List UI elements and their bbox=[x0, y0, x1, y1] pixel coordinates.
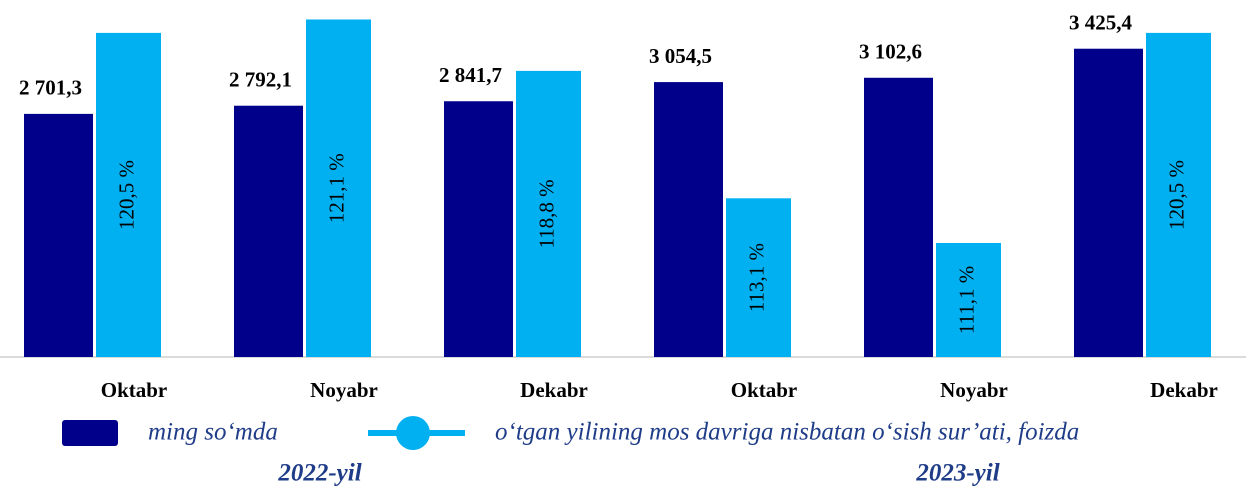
bar bbox=[936, 243, 1001, 357]
data-label: 3 102,6 bbox=[859, 40, 922, 64]
bar bbox=[1074, 48, 1143, 358]
bar bbox=[726, 198, 791, 357]
legend-marker bbox=[396, 416, 430, 450]
data-label: 111,1 % bbox=[954, 266, 978, 334]
group-label: 2022-yil bbox=[277, 460, 361, 487]
x-tick-label: Dekabr bbox=[520, 378, 588, 402]
bar bbox=[516, 70, 581, 357]
bar bbox=[306, 19, 371, 358]
x-tick-label: Oktabr bbox=[101, 378, 168, 402]
x-tick-label: Oktabr bbox=[731, 378, 798, 402]
data-label: 3 425,4 bbox=[1069, 11, 1133, 35]
data-label: 118,8 % bbox=[534, 179, 558, 248]
bar bbox=[444, 101, 513, 357]
bar bbox=[1146, 32, 1211, 357]
x-tick-label: Noyabr bbox=[940, 378, 1008, 402]
data-label: 120,5 % bbox=[1164, 160, 1188, 230]
legend-label: ming so‘mda bbox=[148, 419, 278, 446]
data-label: 121,1 % bbox=[324, 153, 348, 223]
x-tick-label: Dekabr bbox=[1150, 378, 1218, 402]
bar bbox=[24, 113, 93, 358]
x-tick-label: Noyabr bbox=[310, 378, 378, 402]
data-label: 3 054,5 bbox=[649, 44, 712, 68]
bar bbox=[654, 82, 723, 357]
bar bbox=[234, 105, 303, 357]
data-label: 2 701,3 bbox=[19, 76, 82, 100]
legend-swatch bbox=[62, 420, 118, 446]
bar bbox=[96, 32, 161, 357]
data-label: 2 792,1 bbox=[229, 68, 292, 92]
legend-label: o‘tgan yilining mos davriga nisbatan o‘s… bbox=[495, 419, 1079, 446]
data-label: 2 841,7 bbox=[439, 63, 502, 87]
group-label: 2023-yil bbox=[915, 460, 999, 487]
data-label: 120,5 % bbox=[114, 160, 138, 230]
bar bbox=[864, 77, 933, 358]
data-label: 113,1 % bbox=[744, 243, 768, 312]
